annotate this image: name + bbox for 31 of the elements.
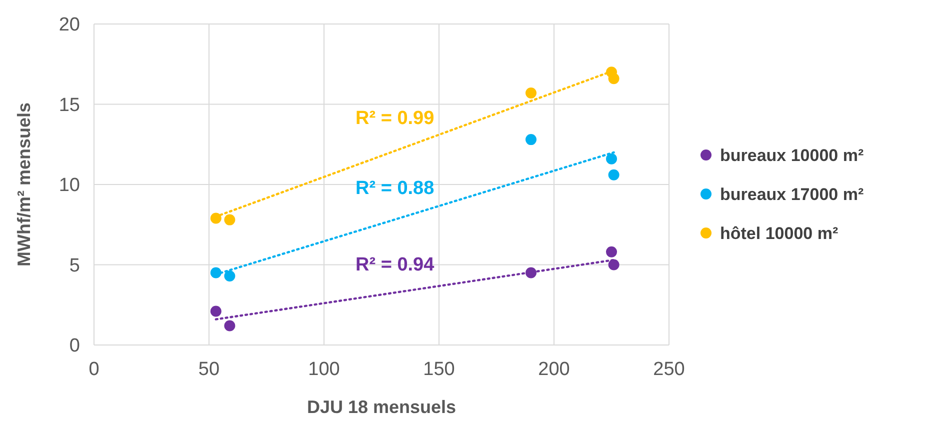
legend-label: bureaux 17000 m²: [720, 184, 864, 204]
x-tick-label: 100: [308, 359, 340, 380]
annotation: R² = 0.88: [356, 178, 434, 200]
annotation: R² = 0.94: [356, 254, 435, 276]
y-tick-label: 15: [58, 94, 80, 116]
point: [606, 246, 617, 258]
point: [608, 259, 620, 270]
x-tick-label: 250: [653, 359, 685, 380]
x-tick-label: 200: [538, 359, 570, 380]
point: [210, 306, 222, 317]
x-tick-label: 0: [88, 359, 100, 380]
point: [526, 88, 536, 99]
point: [608, 73, 620, 84]
y-axis-title: MWhf/m² mensuels: [14, 102, 34, 267]
y-tick-label: 0: [69, 336, 80, 357]
x-axis-title: DJU 18 mensuels: [306, 397, 456, 417]
point: [224, 214, 236, 226]
point: [526, 134, 536, 146]
y-tick-label: 20: [58, 14, 80, 36]
y-tick-label: 5: [69, 255, 80, 276]
annotation: R² = 0.99: [356, 108, 434, 130]
point: [224, 270, 236, 282]
x-tick-label: 150: [423, 359, 455, 380]
legend-label: bureaux 10000 m²: [720, 146, 864, 165]
y-tick-label: 10: [58, 175, 80, 196]
point: [608, 169, 620, 180]
point: [606, 153, 617, 164]
point: [224, 320, 236, 332]
legend-label: hôtel 10000 m²: [720, 224, 838, 243]
x-tick-label: 50: [198, 359, 220, 380]
point: [210, 212, 222, 224]
